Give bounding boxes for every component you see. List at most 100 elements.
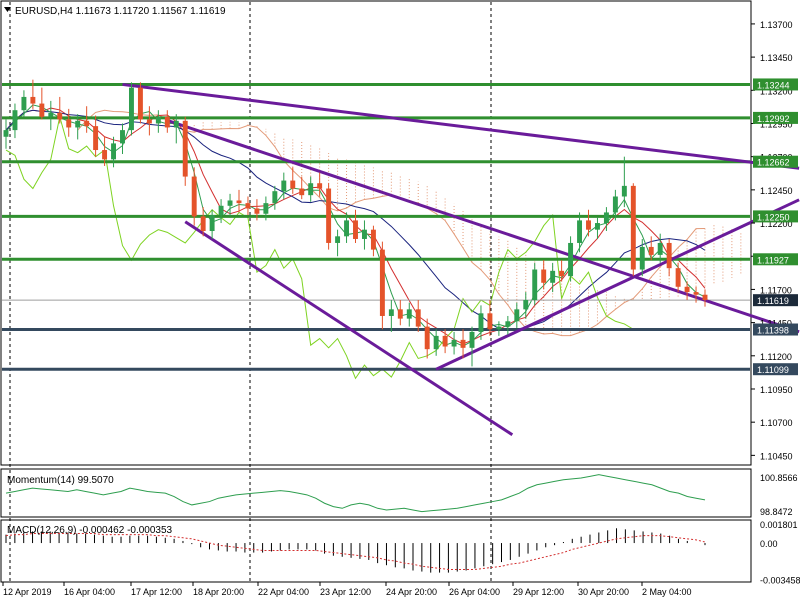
trendlines bbox=[122, 82, 800, 437]
candle-body bbox=[451, 339, 457, 347]
horizontal-levels bbox=[2, 82, 750, 371]
candle-body bbox=[48, 112, 54, 117]
candle-body bbox=[164, 116, 170, 128]
lagging-span-line bbox=[5, 116, 634, 380]
level-label-text: 1.12662 bbox=[757, 158, 790, 168]
level-labels: 1.13244 1.12992 1.12662 1.12250 1.11927 1.116… bbox=[753, 78, 798, 376]
candle-body bbox=[469, 331, 475, 348]
candle-body bbox=[3, 130, 9, 137]
level-label: 1.13244 bbox=[753, 78, 798, 91]
candle-body bbox=[182, 120, 188, 177]
macd-tick-label: 0.001801 bbox=[760, 520, 798, 530]
candle-body bbox=[272, 191, 278, 204]
candle-body bbox=[612, 196, 618, 213]
candle-body bbox=[93, 126, 99, 151]
candle-body bbox=[335, 236, 341, 243]
candle-body bbox=[415, 309, 421, 327]
candle-body bbox=[120, 130, 125, 144]
candle-body bbox=[344, 220, 350, 237]
candle-body bbox=[84, 120, 90, 127]
candle-body bbox=[541, 269, 547, 283]
candle-body bbox=[290, 180, 296, 189]
trendline bbox=[122, 82, 800, 170]
vertical-grid bbox=[9, 2, 492, 582]
level-label-box bbox=[753, 294, 798, 307]
momentum-title: Momentum(14) 99.5070 bbox=[7, 475, 114, 486]
candle-body bbox=[406, 309, 412, 319]
price-tick-label: 1.12950 bbox=[760, 119, 793, 129]
time-tick-label: 2 May 04:00 bbox=[642, 587, 692, 597]
level-label: 1.11398 bbox=[753, 323, 798, 336]
candle-body bbox=[460, 339, 466, 348]
candle-body bbox=[397, 309, 403, 319]
candle-body bbox=[353, 220, 358, 239]
candle-body bbox=[594, 223, 600, 230]
price-tick-label: 1.12200 bbox=[760, 219, 793, 229]
time-tick-label: 17 Apr 12:00 bbox=[131, 587, 182, 597]
candle-body bbox=[630, 185, 636, 270]
time-tick-label: 12 Apr 2019 bbox=[3, 587, 52, 597]
momentum-line bbox=[5, 474, 706, 513]
candle-body bbox=[39, 103, 45, 117]
candle-body bbox=[559, 270, 565, 277]
level-label-text: 1.11619 bbox=[757, 296, 789, 306]
candle-body bbox=[639, 246, 645, 270]
candle-body bbox=[57, 112, 63, 120]
macd-tick-label: -0.003458 bbox=[760, 576, 800, 586]
candle-body bbox=[236, 200, 242, 204]
trendline bbox=[435, 198, 800, 371]
time-tick-label: 24 Apr 20:00 bbox=[386, 587, 437, 597]
price-tick-label: 1.10700 bbox=[760, 418, 793, 428]
candle-body bbox=[478, 313, 484, 332]
candle-body bbox=[621, 185, 627, 197]
level-label: 1.12250 bbox=[753, 210, 798, 223]
candle-body bbox=[137, 87, 143, 120]
candle-body bbox=[496, 326, 502, 330]
macd-title: MACD(12,26,9) -0.000462 -0.000353 bbox=[7, 525, 173, 536]
level-label-box bbox=[753, 363, 798, 376]
time-tick-label: 30 Apr 20:00 bbox=[578, 587, 629, 597]
macd-pane-frame bbox=[0, 519, 752, 583]
level-label-text: 1.11398 bbox=[757, 326, 789, 336]
price-tick-label: 1.10950 bbox=[760, 385, 793, 395]
momentum-tick-label: 98.8472 bbox=[760, 507, 793, 517]
level-label: 1.12992 bbox=[753, 111, 798, 124]
price-tick-label: 1.13700 bbox=[760, 20, 793, 30]
candle-body bbox=[568, 242, 574, 277]
candle-body bbox=[379, 249, 385, 316]
ichimoku-cloud bbox=[157, 114, 742, 336]
candle-body bbox=[666, 242, 672, 269]
candle-body bbox=[102, 150, 108, 160]
candle-body bbox=[657, 242, 663, 255]
level-label: 1.11619 bbox=[753, 294, 798, 307]
candle-body bbox=[30, 96, 36, 104]
price-tick-label: 1.10450 bbox=[760, 451, 793, 461]
time-tick-label: 18 Apr 20:00 bbox=[193, 587, 244, 597]
level-label: 1.11099 bbox=[753, 363, 798, 376]
time-tick-label: 29 Apr 12:00 bbox=[513, 587, 564, 597]
level-label: 1.12662 bbox=[753, 155, 798, 168]
candle-body bbox=[586, 220, 591, 230]
dropdown-triangle-icon[interactable] bbox=[4, 7, 11, 12]
candle-body bbox=[173, 120, 179, 128]
candle-body bbox=[128, 87, 134, 131]
candle-body bbox=[702, 294, 708, 301]
candle-body bbox=[146, 119, 152, 124]
time-axis: 12 Apr 2019 16 Apr 04:00 17 Apr 12:00 18 Ap… bbox=[2, 582, 692, 597]
time-tick-label: 26 Apr 04:00 bbox=[449, 587, 500, 597]
candle-body bbox=[514, 309, 520, 322]
price-tick-label: 1.13200 bbox=[760, 86, 793, 96]
macd-tick-label: 0.00 bbox=[760, 539, 778, 549]
price-tick-label: 1.11200 bbox=[760, 352, 792, 362]
price-tick-label: 1.12450 bbox=[760, 186, 793, 196]
candle-body bbox=[218, 205, 224, 216]
candle-body bbox=[191, 176, 197, 217]
level-label-text: 1.11099 bbox=[757, 365, 789, 375]
candle-body bbox=[577, 220, 583, 243]
candle-body bbox=[66, 119, 72, 128]
time-tick-label: 16 Apr 04:00 bbox=[64, 587, 115, 597]
candle-body bbox=[433, 335, 439, 350]
time-tick-label: 22 Apr 04:00 bbox=[258, 587, 309, 597]
